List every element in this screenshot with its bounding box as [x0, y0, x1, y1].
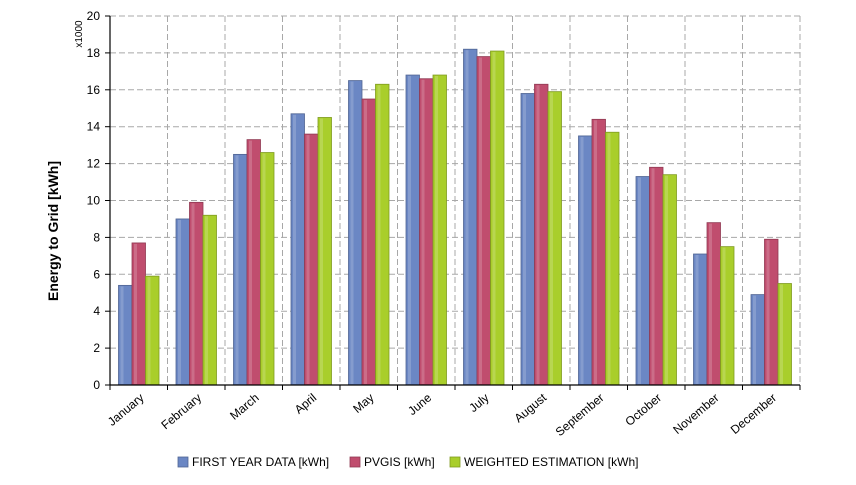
bar: [490, 50, 505, 386]
y-tick-label: 18: [87, 46, 101, 60]
bar: [476, 56, 491, 386]
bar: [635, 176, 650, 386]
x-tick-label: August: [512, 390, 550, 425]
y-tick-label: 4: [93, 304, 100, 318]
bar: [605, 131, 620, 386]
bar: [233, 153, 248, 386]
bar: [145, 275, 160, 386]
bar: [432, 74, 447, 386]
bar: [720, 246, 735, 386]
bar: [246, 139, 261, 386]
legend-label: PVGIS [kWh]: [364, 455, 435, 469]
y-tick-label: 2: [93, 341, 100, 355]
legend-swatch: [449, 456, 461, 468]
bar: [131, 242, 146, 386]
legend-label: FIRST YEAR DATA [kWh]: [192, 455, 329, 469]
grid-lines: [110, 15, 801, 385]
y-tick-label: 16: [87, 83, 101, 97]
x-tick-label: April: [292, 391, 319, 417]
bar: [304, 133, 319, 386]
bar: [175, 218, 190, 386]
bar: [375, 83, 390, 386]
y-tick-label: 6: [93, 267, 100, 281]
y-tick-label: 10: [87, 194, 101, 208]
legend-swatch: [349, 456, 361, 468]
y-tick-labels: 0 2 4 6 8 10 12 14 16 18 20: [87, 9, 101, 392]
y-tick-label: 0: [93, 378, 100, 392]
x-tick-label: June: [405, 390, 434, 418]
x-tick-label: September: [553, 391, 607, 439]
bar: [361, 98, 376, 386]
bar: [290, 113, 305, 386]
bar: [260, 152, 275, 386]
x-tick-label: December: [728, 391, 779, 437]
x-tick-label: October: [622, 391, 664, 429]
legend-item: WEIGHTED ESTIMATION [kWh]: [449, 455, 638, 469]
bar: [202, 214, 217, 386]
bar: [534, 83, 549, 386]
bar: [706, 222, 721, 386]
bar: [649, 166, 664, 386]
bar: [317, 117, 332, 386]
y-axis-label: Energy to Grid [kWh]: [45, 161, 61, 301]
bar: [750, 294, 765, 386]
legend-label: WEIGHTED ESTIMATION [kWh]: [464, 455, 638, 469]
y-tick-label: 14: [87, 120, 101, 134]
bar: [693, 253, 708, 386]
x-tick-label: February: [158, 391, 204, 433]
x-tick-label: July: [466, 391, 491, 415]
bar: [189, 201, 204, 386]
bar: [578, 135, 593, 386]
bar: [547, 91, 562, 386]
bars: [118, 48, 792, 386]
y-tick-label: 8: [93, 230, 100, 244]
y-multiplier-label: x1000: [74, 20, 85, 48]
bar: [591, 118, 606, 386]
legend-item: PVGIS [kWh]: [349, 455, 435, 469]
bar: [118, 284, 133, 386]
bar: [419, 78, 434, 386]
x-tick-labels: January February March April May June July Augu…: [105, 390, 779, 439]
axes: [105, 15, 801, 390]
x-tick-label: January: [105, 391, 147, 429]
bar: [777, 283, 792, 386]
bar: [662, 174, 677, 386]
bar: [348, 80, 363, 386]
legend-item: FIRST YEAR DATA [kWh]: [177, 455, 329, 469]
x-tick-label: November: [670, 391, 721, 437]
legend: FIRST YEAR DATA [kWh] PVGIS [kWh] WEIGHTED…: [177, 455, 638, 469]
bar: [405, 74, 420, 386]
x-tick-label: March: [227, 391, 262, 423]
y-tick-label: 20: [87, 9, 101, 23]
bar: [520, 93, 535, 386]
y-tick-label: 12: [87, 157, 101, 171]
bar: [764, 238, 779, 386]
legend-swatch: [177, 456, 189, 468]
bar: [463, 48, 478, 386]
x-tick-label: May: [350, 391, 376, 416]
